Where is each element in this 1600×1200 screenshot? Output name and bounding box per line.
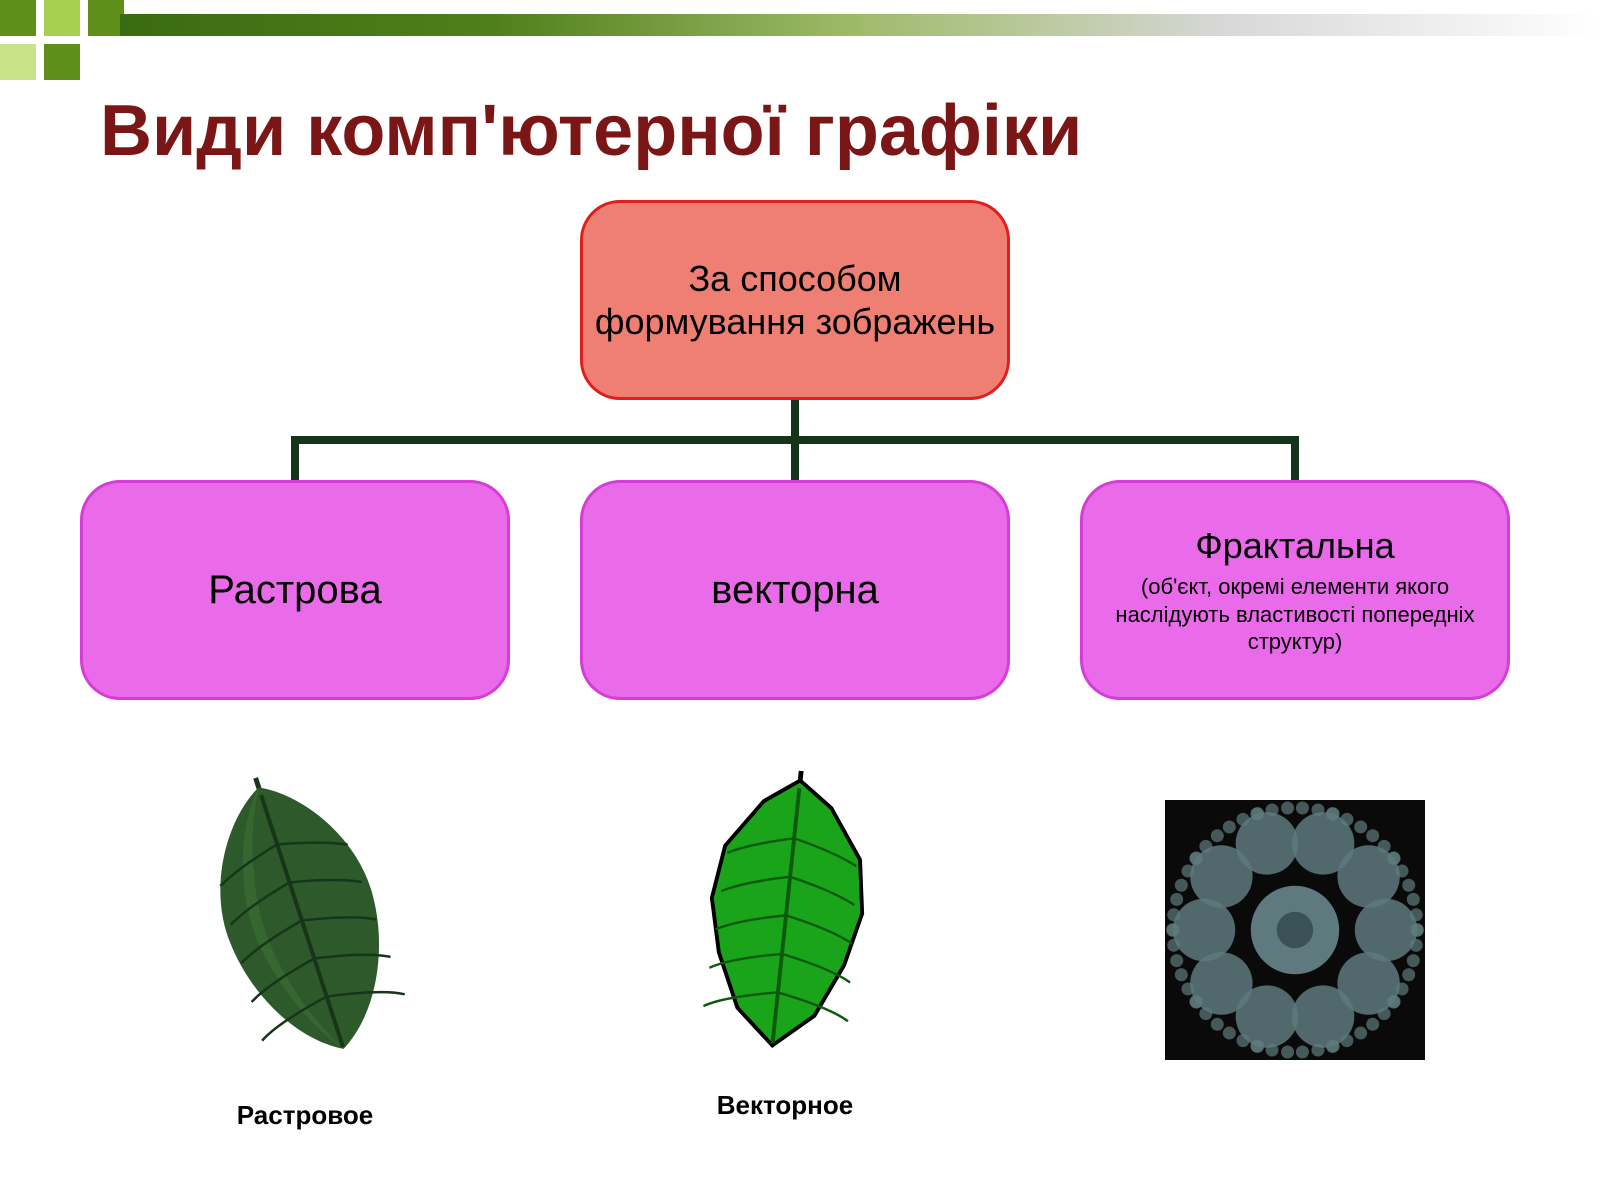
- decor-square: [44, 44, 80, 80]
- child-node-label: векторна: [711, 566, 879, 614]
- child-node: векторна: [580, 480, 1010, 700]
- child-node: Фрактальна (об'єкт, окремі елементи якого…: [1080, 480, 1510, 700]
- example-item: Растровое: [140, 770, 470, 1131]
- child-node: Растрова: [80, 480, 510, 700]
- decor-square: [0, 0, 36, 36]
- child-node-label: Фрактальна: [1195, 524, 1394, 567]
- child-node-subtext: (об'єкт, окремі елементи якого наслідуют…: [1083, 573, 1507, 656]
- example-caption: Векторное: [717, 1090, 853, 1121]
- examples-row: Растровое Векторное: [80, 770, 1520, 1190]
- child-node-label: Растрова: [208, 566, 381, 614]
- example-item: [1150, 800, 1440, 1060]
- vector-illustration: [610, 754, 961, 1096]
- root-node-text: За способом формування зображень: [583, 257, 1007, 343]
- decor-square: [44, 0, 80, 36]
- example-item: Векторное: [625, 770, 945, 1121]
- slide-decor: [0, 0, 1600, 80]
- hierarchy-diagram: За способом формування зображень Растров…: [80, 200, 1520, 760]
- decor-square: [0, 44, 36, 80]
- fractal-illustration: [1150, 800, 1440, 1060]
- decor-square: [88, 0, 124, 36]
- decor-gradient-bar: [120, 14, 1600, 36]
- page-title: Види комп'ютерної графіки: [100, 90, 1082, 172]
- raster-illustration: [99, 727, 512, 1133]
- root-node: За способом формування зображень: [580, 200, 1010, 400]
